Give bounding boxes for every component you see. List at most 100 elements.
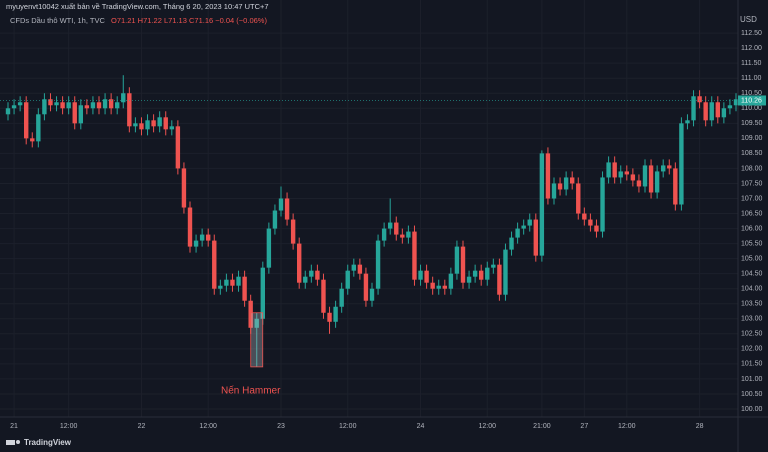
candle-body	[60, 102, 65, 109]
y-axis-label: USD	[740, 15, 757, 24]
candle-body	[424, 270, 429, 283]
candle-body	[96, 102, 102, 109]
candle-body	[78, 105, 83, 124]
candle-body	[545, 153, 551, 199]
candle-body	[54, 102, 59, 106]
candle-body	[515, 228, 520, 238]
candle-body	[618, 171, 623, 178]
y-tick-label: 105.00	[741, 255, 763, 262]
candle-body	[199, 234, 205, 241]
candle-body	[472, 270, 478, 277]
y-tick-label: 111.50	[741, 60, 761, 67]
candle-body	[648, 165, 654, 193]
candle-body	[454, 246, 460, 274]
candle-body	[333, 306, 338, 322]
candle-body	[36, 114, 41, 142]
candle-body	[703, 102, 708, 121]
candle-body	[430, 282, 435, 289]
candles	[5, 75, 739, 368]
candle-body	[242, 276, 247, 301]
y-tick-label: 103.00	[741, 316, 763, 323]
candle-body	[460, 246, 466, 283]
candle-body	[236, 276, 241, 286]
candle-body	[466, 276, 472, 283]
candle-body	[594, 225, 599, 232]
candle-body	[630, 174, 636, 181]
y-tick-label: 105.50	[741, 240, 763, 247]
candle-body	[121, 93, 126, 103]
candle-body	[691, 96, 696, 121]
candle-body	[485, 267, 490, 280]
candle-body	[224, 279, 229, 286]
candle-body	[442, 285, 447, 289]
x-tick-label: 21:00	[533, 423, 551, 430]
candle-body	[600, 177, 605, 232]
candle-body	[715, 102, 720, 118]
x-tick-label: 24	[417, 423, 425, 430]
brand-logo	[6, 440, 20, 445]
candle-body	[412, 231, 417, 280]
candle-body	[351, 264, 356, 271]
x-tick-label: 12:00	[60, 423, 78, 430]
candle-body	[303, 276, 308, 283]
candle-body	[369, 288, 375, 301]
candle-body	[212, 240, 217, 289]
y-tick-label: 111.00	[741, 75, 761, 82]
candle-body	[697, 96, 702, 103]
candle-body	[151, 120, 156, 127]
x-tick-label: 21	[10, 423, 18, 430]
candle-body	[709, 102, 714, 121]
candle-body	[491, 264, 496, 268]
candle-body	[363, 273, 369, 301]
y-tick-label: 107.00	[741, 195, 763, 202]
candle-body	[521, 225, 526, 229]
x-tick-label: 22	[138, 423, 146, 430]
x-tick-label: 23	[277, 423, 285, 430]
x-tick-label: 28	[696, 423, 704, 430]
candle-body	[448, 273, 454, 289]
candle-body	[48, 99, 53, 106]
candle-body	[588, 219, 593, 226]
candle-body	[24, 102, 29, 139]
candle-body	[163, 117, 168, 130]
candle-body	[375, 240, 381, 289]
last-price-label: 110.26	[741, 97, 762, 104]
candle-body	[381, 228, 387, 241]
candle-body	[406, 231, 411, 238]
y-tick-label: 100.00	[741, 406, 763, 413]
candle-body	[357, 264, 363, 274]
candle-body	[557, 183, 563, 190]
candle-body	[102, 99, 108, 109]
y-tick-label: 100.50	[741, 391, 763, 398]
x-tick-label: 12:00	[339, 423, 357, 430]
candle-body	[260, 267, 265, 319]
candle-body	[72, 102, 77, 124]
candle-body	[218, 285, 223, 289]
y-tick-label: 108.50	[741, 150, 763, 157]
candle-body	[108, 99, 114, 109]
candle-body	[551, 183, 557, 199]
candle-body	[42, 99, 47, 115]
candle-body	[5, 108, 11, 115]
candle-body	[612, 162, 617, 178]
candle-body	[206, 234, 211, 241]
last-price-box	[738, 95, 766, 106]
y-tick-label: 102.50	[741, 331, 763, 338]
candle-body	[576, 183, 581, 214]
candle-body	[727, 105, 733, 109]
candle-body	[673, 168, 678, 205]
candle-body	[418, 270, 423, 280]
y-tick-label: 106.00	[741, 225, 763, 232]
candle-body	[309, 270, 314, 277]
candle-body	[145, 120, 150, 130]
candle-body	[479, 270, 484, 280]
candle-body	[394, 222, 399, 235]
candle-body	[30, 138, 35, 142]
y-tick-label: 109.50	[741, 120, 763, 127]
candle-body	[193, 240, 199, 247]
y-tick-label: 101.00	[741, 376, 763, 383]
y-tick-label: 104.00	[741, 286, 763, 293]
candle-body	[181, 168, 187, 208]
candle-body	[570, 177, 575, 184]
candle-body	[527, 219, 532, 226]
